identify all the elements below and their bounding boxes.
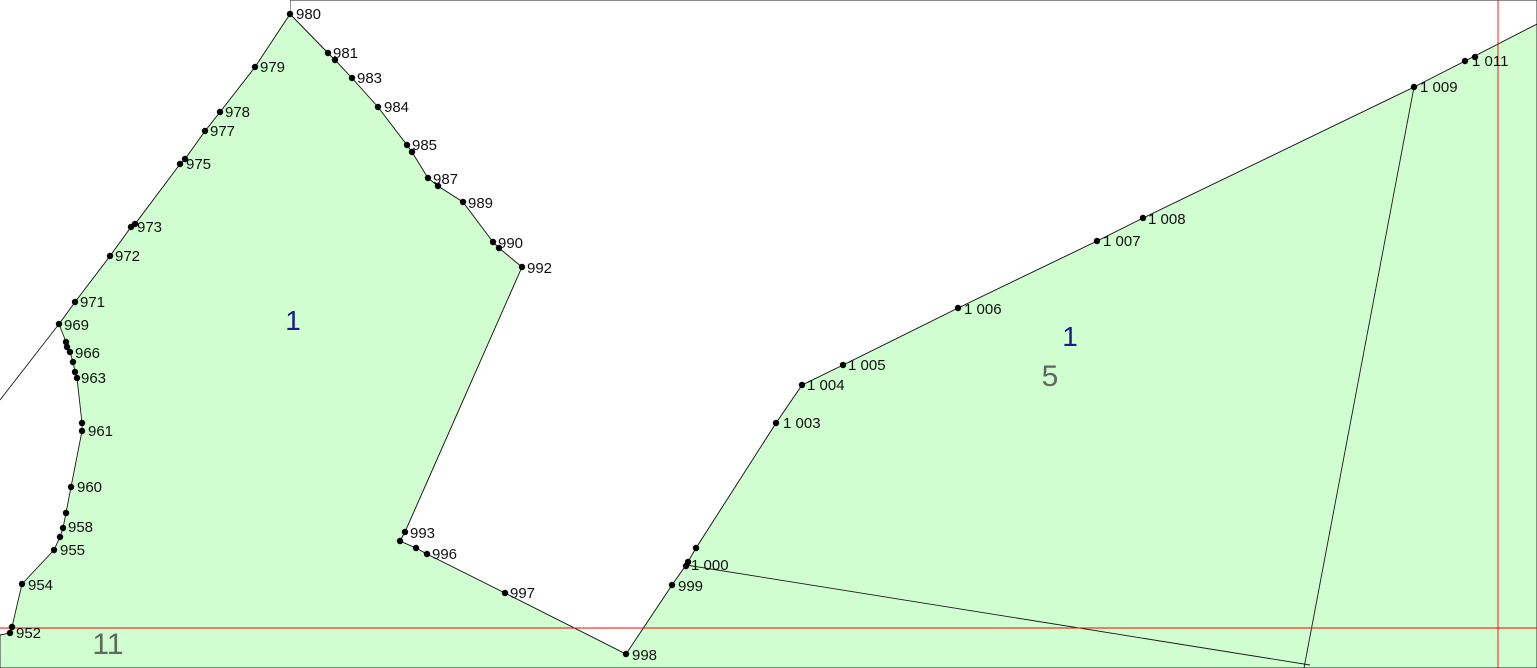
area-number-right[interactable]: 5 bbox=[1042, 360, 1059, 393]
vertex-label: 966 bbox=[75, 345, 100, 362]
inner-division-line-2 bbox=[1303, 86, 1415, 668]
vertex-label: 980 bbox=[296, 6, 321, 23]
vertex-label: 990 bbox=[498, 235, 523, 252]
vertex-label: 992 bbox=[527, 260, 552, 277]
vertex-point[interactable]: 985 bbox=[403, 137, 437, 156]
vertex-point[interactable]: 1 000 bbox=[682, 544, 729, 574]
vertex-label: 1 011 bbox=[1472, 53, 1508, 70]
vertex-label: 1 005 bbox=[848, 357, 886, 374]
vertex-label: 989 bbox=[468, 195, 493, 212]
vertex-label: 1 004 bbox=[807, 377, 845, 394]
vertex-label: 978 bbox=[225, 104, 250, 121]
outer-left-gap bbox=[0, 0, 290, 400]
vertex-point[interactable]: 963 bbox=[69, 358, 106, 387]
vertex-point[interactable]: 990 bbox=[489, 235, 523, 252]
vertex-point[interactable]: 1 007 bbox=[1093, 233, 1141, 250]
vertex-label: 1 007 bbox=[1103, 233, 1141, 250]
vertex-point[interactable]: 980 bbox=[286, 6, 321, 23]
vertex-label: 998 bbox=[632, 647, 657, 664]
vertex-point[interactable]: 969 bbox=[55, 317, 89, 334]
parcel-number-left[interactable]: 1 bbox=[285, 305, 301, 336]
left-boundary-line bbox=[0, 13, 291, 401]
vertex-label: 1 006 bbox=[964, 301, 1002, 318]
vertex-point[interactable]: 998 bbox=[622, 647, 657, 664]
vertex-label: 999 bbox=[678, 578, 703, 595]
vertex-point[interactable]: 1 003 bbox=[772, 415, 821, 432]
vertex-label: 958 bbox=[68, 519, 93, 536]
vertex-point[interactable]: 977 bbox=[201, 123, 235, 140]
vertex-label: 981 bbox=[333, 45, 358, 62]
vertex-label: 961 bbox=[88, 423, 113, 440]
vertex-label: 1 009 bbox=[1420, 79, 1458, 96]
vertex-point[interactable]: 972 bbox=[106, 248, 140, 265]
vertex-point[interactable]: 955 bbox=[50, 542, 85, 559]
vertex-point[interactable]: 1 004 bbox=[798, 377, 845, 394]
inner-division-line-1 bbox=[685, 564, 1311, 666]
vertex-label: 996 bbox=[432, 546, 457, 563]
vertex-label: 1 003 bbox=[783, 415, 821, 432]
vertex-point[interactable]: 954 bbox=[18, 577, 53, 594]
vertex-label: 973 bbox=[137, 219, 162, 236]
vertex-point[interactable]: 971 bbox=[71, 294, 105, 311]
vertex-label: 954 bbox=[28, 577, 53, 594]
vertex-point[interactable]: 989 bbox=[459, 195, 493, 212]
vertex-point[interactable]: 961 bbox=[78, 419, 113, 440]
area-number-bottom-left[interactable]: 11 bbox=[92, 628, 123, 661]
vertex-point[interactable]: 966 bbox=[62, 338, 100, 362]
vertex-point[interactable]: 996 bbox=[412, 544, 457, 563]
vertex-layer: 980 981 983 984 985 987 989 990 992 993 … bbox=[6, 6, 1509, 664]
vertex-point[interactable]: 973 bbox=[127, 219, 162, 236]
vertex-label: 985 bbox=[412, 137, 437, 154]
vertex-point[interactable]: 1 005 bbox=[839, 357, 886, 374]
vertex-label: 997 bbox=[510, 585, 535, 602]
vertex-point[interactable]: 981 bbox=[324, 45, 358, 64]
vertex-label: 987 bbox=[433, 171, 458, 188]
vertex-point[interactable]: 1 006 bbox=[954, 301, 1002, 318]
vertex-point[interactable]: 975 bbox=[176, 155, 211, 173]
vertex-label: 977 bbox=[210, 123, 235, 140]
vertex-point[interactable]: 984 bbox=[374, 99, 409, 116]
vertex-label: 975 bbox=[186, 156, 211, 173]
vertex-point[interactable]: 992 bbox=[518, 260, 552, 277]
vertex-label: 1 000 bbox=[691, 557, 729, 574]
vertex-point[interactable]: 987 bbox=[424, 171, 458, 190]
vertex-label: 955 bbox=[60, 542, 85, 559]
vertex-point[interactable]: 978 bbox=[216, 104, 250, 121]
vertex-point[interactable]: 983 bbox=[348, 70, 382, 87]
vertex-point[interactable]: 1 009 bbox=[1410, 79, 1458, 96]
vertex-label: 960 bbox=[77, 479, 102, 496]
parcel-number-right[interactable]: 1 bbox=[1062, 321, 1078, 352]
vertex-label: 979 bbox=[260, 59, 285, 76]
vertex-point[interactable]: 993 bbox=[396, 525, 435, 545]
vertex-label: 983 bbox=[357, 70, 382, 87]
vertex-label: 952 bbox=[16, 625, 41, 642]
vertex-label: 993 bbox=[410, 525, 435, 542]
unassigned-gap bbox=[289, 0, 1537, 655]
vertex-label: 969 bbox=[64, 317, 89, 334]
vertex-label: 972 bbox=[115, 248, 140, 265]
vertex-point[interactable]: 1 008 bbox=[1139, 211, 1186, 228]
vertex-point[interactable]: 1 011 bbox=[1461, 53, 1509, 70]
vertex-label: 963 bbox=[81, 370, 106, 387]
vertex-label: 1 008 bbox=[1148, 211, 1186, 228]
vertex-point[interactable]: 960 bbox=[67, 479, 102, 496]
vertex-point[interactable]: 979 bbox=[251, 59, 285, 76]
vertex-point[interactable]: 997 bbox=[501, 585, 535, 602]
vertex-label: 984 bbox=[384, 99, 409, 116]
vertex-point[interactable]: 999 bbox=[668, 578, 703, 595]
vertex-point[interactable]: 958 bbox=[56, 509, 93, 541]
vertex-label: 971 bbox=[80, 294, 105, 311]
vertex-point[interactable]: 952 bbox=[6, 623, 41, 642]
